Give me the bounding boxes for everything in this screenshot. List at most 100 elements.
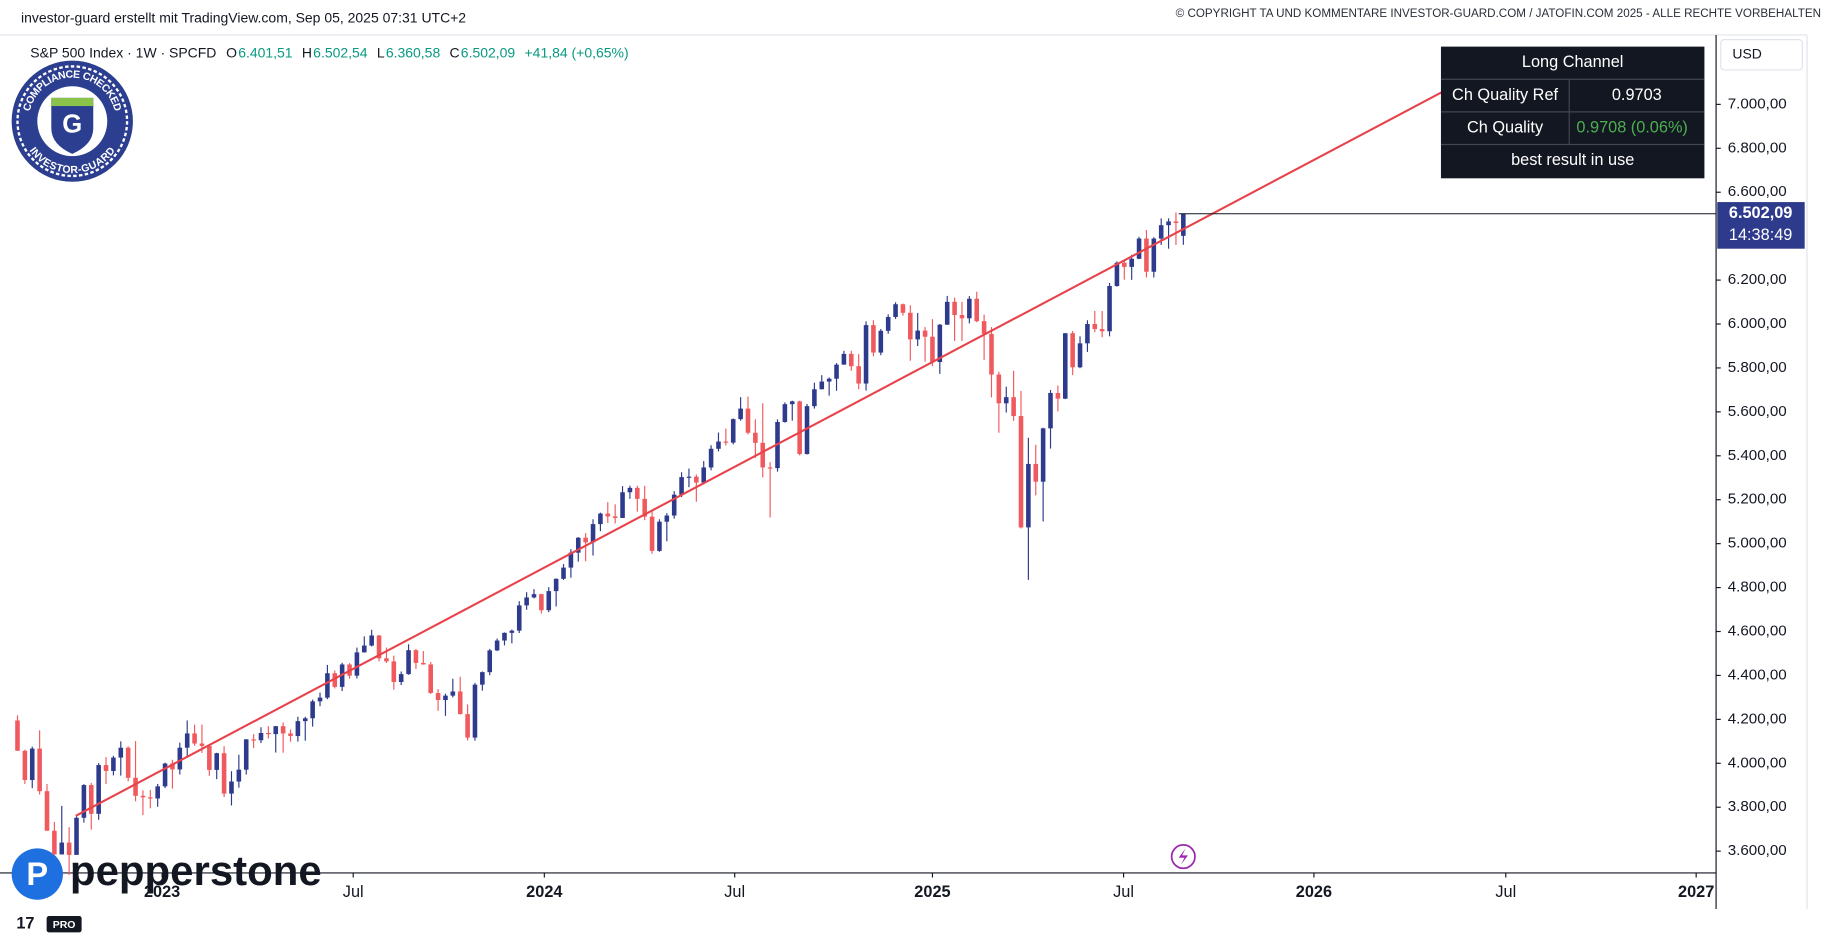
candle-body	[627, 487, 633, 493]
candle-body	[871, 325, 876, 353]
y-tick-label: 4.000,00	[1728, 754, 1787, 771]
candle-body	[553, 578, 559, 592]
candle-body	[1011, 397, 1016, 417]
legend-value: 6.360,58	[386, 44, 441, 60]
channel-table: Long Channel Ch Quality Ref 0.9703 Ch Qu…	[1440, 46, 1705, 179]
x-tick-label: 2025	[914, 883, 950, 901]
candle-body	[738, 408, 743, 420]
candle-body	[944, 301, 950, 325]
candle-body	[199, 743, 205, 746]
table-cell: 0.9708 (0.06%)	[1576, 119, 1687, 137]
candle-body	[546, 591, 552, 611]
candle-body	[568, 552, 574, 568]
candle-body	[1099, 329, 1105, 332]
candle-body	[1144, 238, 1149, 272]
badge-ring	[16, 65, 129, 178]
candle-body	[435, 693, 441, 701]
candle-body	[376, 635, 382, 659]
plot	[15, 49, 1717, 876]
y-tick-label: 5.200,00	[1728, 491, 1787, 508]
candle-body	[856, 366, 861, 384]
candle-body	[664, 515, 670, 522]
candle-body	[900, 304, 906, 313]
candle-body	[457, 691, 463, 715]
candle-body	[760, 442, 766, 468]
candle-body	[834, 364, 839, 379]
candle-body	[730, 419, 736, 443]
channel-line	[75, 49, 1522, 817]
candle-body	[325, 673, 330, 698]
candle-body	[657, 521, 662, 551]
candle-body	[421, 662, 426, 665]
candle-body	[1077, 343, 1083, 368]
candle-body	[52, 830, 57, 855]
y-tick-label: 6.200,00	[1728, 271, 1787, 288]
candle-body	[893, 304, 898, 317]
candle-body	[782, 404, 788, 422]
candle-body	[170, 763, 175, 770]
candle-body	[184, 733, 190, 748]
candle-body	[1040, 428, 1046, 482]
candle-body	[959, 315, 965, 319]
candle-body	[1107, 286, 1112, 332]
candle-body	[465, 714, 470, 738]
candle-body	[118, 747, 124, 758]
table-title: Long Channel	[1522, 53, 1624, 71]
candle-body	[133, 777, 138, 796]
broker-logo: P pepperstone	[11, 847, 322, 900]
y-tick-label: 6.000,00	[1728, 315, 1787, 332]
candle-body	[878, 330, 884, 353]
candle-body	[148, 797, 153, 799]
table-cell: Ch Quality	[1467, 119, 1544, 137]
y-tick-label: 7.000,00	[1728, 95, 1787, 112]
candle-body	[826, 378, 832, 382]
candle-body	[539, 594, 544, 611]
candle-body	[1055, 392, 1061, 399]
candle-body	[590, 524, 596, 543]
candle-body	[1070, 333, 1075, 368]
candle-body	[1122, 262, 1127, 267]
currency-button[interactable]	[1720, 39, 1803, 71]
candle-body	[302, 718, 308, 722]
x-tick-label: 2023	[144, 883, 180, 901]
candle-body	[502, 632, 507, 641]
candle-body	[443, 695, 448, 701]
candle-body	[841, 353, 847, 365]
candle-body	[598, 513, 603, 525]
candle-body	[74, 817, 79, 855]
candle-body	[1158, 225, 1164, 239]
legend-change: +41,84 (+0,65%)	[525, 44, 629, 60]
candle-body	[229, 781, 234, 794]
candle-body	[140, 795, 146, 798]
candle-body	[1129, 258, 1134, 267]
candle-body	[516, 605, 522, 631]
candle-body	[1062, 333, 1068, 399]
legend-key: H	[302, 44, 312, 60]
badge-shield	[51, 97, 94, 154]
candle-body	[509, 630, 515, 633]
candle-body	[745, 408, 751, 433]
candle-body	[22, 750, 28, 780]
candle-body	[288, 733, 293, 737]
candle-body	[701, 467, 707, 483]
candle-body	[1181, 213, 1186, 236]
y-tick-label: 4.600,00	[1728, 623, 1787, 640]
x-tick-label: 2027	[1678, 883, 1714, 901]
tv-logo: 17	[16, 914, 34, 932]
candle-body	[797, 401, 802, 455]
event-icon[interactable]	[1170, 844, 1196, 870]
candle-body	[1018, 416, 1024, 528]
candle-body	[207, 745, 212, 770]
candle-body	[221, 753, 227, 794]
candle-body	[996, 374, 1002, 404]
candle-body	[671, 494, 677, 516]
legend-value: 6.401,51	[238, 44, 293, 60]
candle-body	[767, 467, 773, 469]
candle-body	[472, 684, 478, 738]
candle-body	[487, 650, 493, 673]
candle-body	[753, 432, 758, 443]
candle-body	[15, 720, 20, 751]
candle-body	[369, 635, 374, 646]
candle-body	[295, 721, 301, 737]
candle-body	[406, 650, 411, 675]
